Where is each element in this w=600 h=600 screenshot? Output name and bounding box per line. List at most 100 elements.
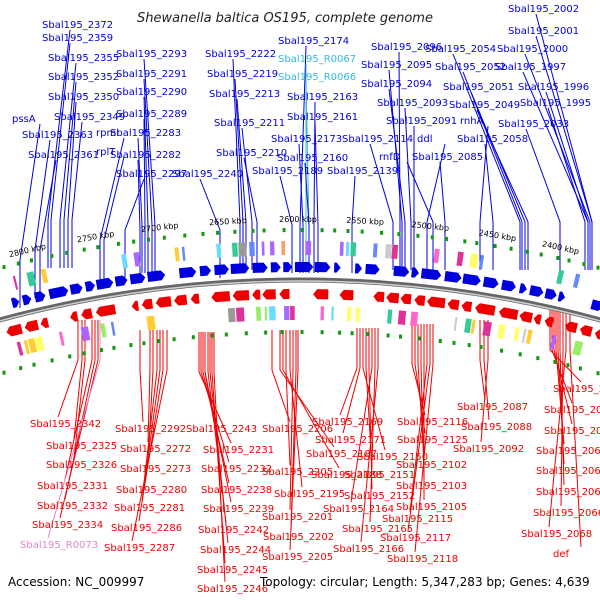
bottom-gene-label: Sbal195_2205 — [262, 552, 333, 563]
marker-dot — [210, 333, 214, 338]
marker-dot — [320, 330, 324, 335]
marker-dot — [50, 253, 54, 258]
cog-block — [261, 241, 265, 256]
top-connector-line — [59, 62, 77, 268]
top-connector-line — [103, 156, 125, 288]
top-connector-line — [388, 69, 403, 270]
bottom-gene-label: Sbal195_2055 — [544, 426, 600, 437]
bottom-gene-label: Sbal195_2166 — [333, 544, 404, 555]
cog-block — [478, 254, 485, 270]
gene-arrow — [462, 273, 481, 286]
bottom-connector-line — [139, 330, 144, 423]
marker-dot — [30, 258, 33, 263]
marker-dot — [262, 228, 266, 233]
top-gene-label: Sbal195_2210 — [216, 148, 287, 159]
top-gene-label: Sbal195_R0067 — [278, 54, 356, 65]
gene-arrow — [518, 283, 527, 294]
top-connector-line — [313, 101, 316, 273]
cog-block — [410, 311, 419, 327]
bottom-gene-label: Sbal195_2050 — [553, 384, 600, 395]
gene-arrow — [262, 289, 276, 300]
gene-arrow — [533, 314, 542, 325]
minus-cog-track — [16, 305, 584, 356]
top-connector-line — [535, 35, 593, 270]
bottom-gene-label: Sbal195_2171 — [315, 435, 386, 446]
gene-arrow — [314, 262, 331, 273]
cog-block — [133, 252, 141, 267]
top-gene-label: Sbal195_2161 — [287, 112, 358, 123]
bottom-gene-label: Sbal195_2273 — [120, 464, 191, 475]
bottom-connector-line — [362, 328, 386, 451]
cog-block — [26, 271, 37, 287]
bottom-connector-line — [289, 330, 294, 511]
gene-arrow — [6, 323, 23, 337]
top-gene-label: Sbal195_2049 — [449, 100, 520, 111]
cog-block — [23, 339, 31, 355]
marker-dot — [147, 237, 150, 242]
cog-block — [146, 315, 156, 331]
gene-arrow — [24, 319, 40, 332]
gene-arrow — [283, 262, 293, 273]
bottom-gene-label: Sbal195_2061 — [536, 466, 600, 477]
gene-arrow — [190, 293, 200, 304]
gene-arrow — [232, 290, 250, 301]
gene-arrow — [21, 294, 32, 306]
top-gene-label: Sbal195_2163 — [287, 92, 358, 103]
gene-arrow — [48, 286, 69, 300]
gene-arrow — [230, 263, 250, 274]
bottom-connector-line — [290, 330, 297, 531]
bottom-gene-label: Sbal195_2053 — [544, 405, 600, 416]
top-connector-line — [298, 143, 304, 273]
marker-dot — [68, 354, 72, 359]
marker-dot — [596, 371, 600, 376]
cog-block — [269, 241, 275, 256]
top-gene-label: Sbal195_2350 — [48, 92, 119, 103]
bottom-connector-line — [147, 330, 151, 443]
genome-backbone — [0, 277, 600, 323]
marker-dot — [500, 348, 504, 353]
gene-arrow — [279, 289, 290, 300]
top-gene-label: Sbal195_2352 — [48, 72, 119, 83]
top-gene-label: Sbal195_2290 — [116, 87, 187, 98]
top-gene-label: Sbal195_2222 — [205, 49, 276, 60]
cog-block — [521, 328, 527, 343]
bottom-gene-label: Sbal195_2326 — [46, 460, 117, 471]
cog-block — [384, 244, 392, 259]
gene-arrow — [594, 329, 600, 342]
marker-dot — [350, 331, 354, 336]
marker-dot — [16, 261, 20, 266]
bottom-gene-label: Sbal195_2152 — [344, 491, 415, 502]
cog-block — [305, 241, 312, 256]
bottom-gene-label: Sbal195_2287 — [104, 543, 175, 554]
gene-arrow — [84, 281, 96, 292]
kbp-tick-label: 2550 kbp — [346, 216, 384, 227]
gene-arrow — [444, 271, 462, 283]
marker-dot — [233, 229, 237, 234]
bottom-gene-label: Sbal195_2239 — [203, 504, 274, 515]
bottom-gene-label: Sbal195_2342 — [30, 419, 101, 430]
cog-block — [391, 244, 399, 260]
top-gene-label: Sbal195_2139 — [327, 166, 398, 177]
bottom-connector-line — [479, 320, 486, 401]
cog-block — [464, 318, 472, 334]
marker-dot — [578, 366, 582, 371]
top-gene-label: Sbal195_2189 — [252, 166, 323, 177]
bottom-gene-label: Sbal195_2115 — [382, 514, 453, 525]
top-gene-label: Sbal195_2002 — [508, 4, 579, 15]
top-connector-line — [484, 143, 494, 270]
top-gene-label: Sbal195_1995 — [520, 98, 591, 109]
marker-dot — [475, 241, 479, 246]
marker-dot — [346, 229, 350, 233]
bottom-gene-label: Sbal195_2102 — [396, 460, 467, 471]
cog-block — [290, 305, 295, 320]
bottom-connector-line — [548, 310, 567, 528]
gene-arrow — [482, 276, 499, 289]
top-connector-line — [452, 53, 521, 270]
top-gene-label: Sbal195_2001 — [508, 26, 579, 37]
bottom-gene-label: Sbal195_2165 — [342, 524, 413, 535]
top-gene-label: Sbal195_2160 — [277, 153, 348, 164]
gene-arrow — [155, 296, 172, 308]
bottom-connector-line — [414, 324, 434, 553]
topology-text: Topology: circular; Length: 5,347,283 bp… — [259, 575, 590, 589]
marker-dot — [129, 343, 133, 348]
